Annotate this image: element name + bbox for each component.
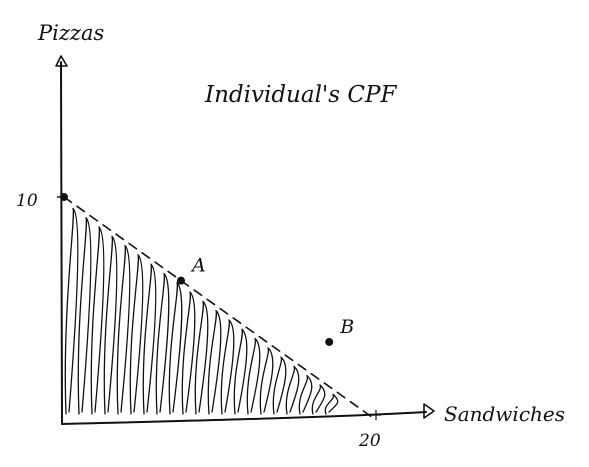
point-b xyxy=(325,337,334,346)
x-tick-mark-20 xyxy=(371,410,381,420)
x-axis-line xyxy=(61,411,427,425)
frontier-line xyxy=(60,193,377,421)
x-axis-label: Sandwiches xyxy=(444,402,565,426)
y-axis-line xyxy=(60,61,63,425)
point-label-a: A xyxy=(190,255,206,277)
y-axis-arrowhead xyxy=(55,55,68,67)
frontier-dashed-line xyxy=(63,196,377,421)
x-axis-arrowhead xyxy=(423,403,435,419)
point-label-b: B xyxy=(339,316,354,338)
hatch-scribbles xyxy=(64,207,339,415)
point-a xyxy=(177,276,185,285)
data-points: AB xyxy=(177,255,354,346)
chart-title: Individual's CPF xyxy=(204,82,397,108)
axes xyxy=(55,55,435,425)
y-tick-label-10: 10 xyxy=(16,191,38,211)
x-tick-label-20: 20 xyxy=(358,431,381,451)
shaded-region xyxy=(64,207,339,415)
frontier-intercept-dot xyxy=(60,193,68,201)
y-axis-label: Pizzas xyxy=(37,21,104,45)
